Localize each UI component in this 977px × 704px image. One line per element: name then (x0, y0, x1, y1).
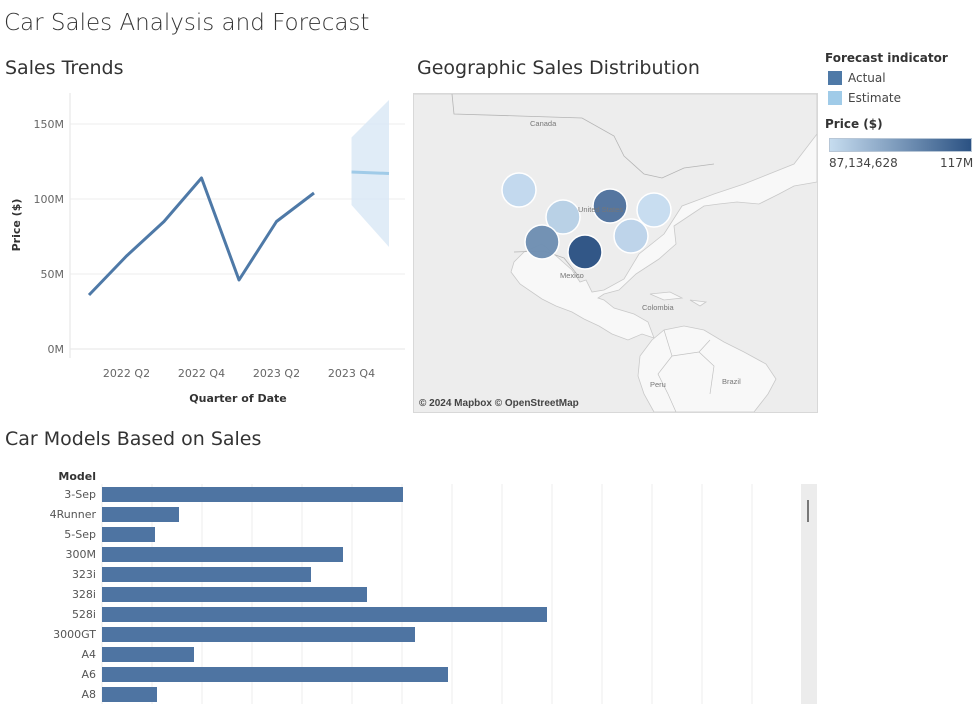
model-bar[interactable] (102, 687, 157, 702)
models-title: Car Models Based on Sales (5, 428, 262, 450)
model-bar[interactable] (102, 587, 367, 602)
label-peru: Peru (650, 380, 666, 389)
price-legend-title: Price ($) (825, 117, 883, 131)
model-bar[interactable] (102, 547, 343, 562)
price-legend-min: 87,134,628 (829, 156, 898, 170)
label-colombia: Colombia (642, 303, 675, 312)
model-label: 3000GT (53, 628, 96, 641)
model-label: 3-Sep (64, 488, 96, 501)
legend-actual-label: Actual (848, 71, 886, 85)
actual-swatch (828, 71, 842, 85)
map-bubble-mountain[interactable] (545, 199, 581, 235)
sales-map[interactable]: Canada United States Mexico Colombia Per… (413, 93, 818, 413)
model-label: 300M (66, 548, 97, 561)
model-label: A4 (81, 648, 96, 661)
sales-trends-title: Sales Trends (5, 57, 124, 79)
model-bar[interactable] (102, 607, 547, 622)
map-canvas[interactable]: Canada United States Mexico Colombia Per… (414, 94, 817, 412)
x-axis-label: Quarter of Date (189, 392, 286, 405)
model-label: 4Runner (50, 508, 97, 521)
south-america-land (637, 325, 777, 412)
actual-series-line[interactable] (87, 176, 315, 297)
map-attribution[interactable]: © 2024 Mapbox © OpenStreetMap (419, 398, 579, 409)
legend-estimate-label: Estimate (848, 91, 902, 105)
model-bar[interactable] (102, 667, 448, 682)
south-america-borders (657, 329, 715, 412)
map-bubble-southeast[interactable] (613, 218, 649, 254)
model-label: 528i (72, 608, 96, 621)
models-scrollbar[interactable] (801, 484, 817, 704)
caribbean-islands (649, 291, 708, 307)
model-bar[interactable] (102, 487, 403, 502)
x-tick-label: 2022 Q4 (178, 367, 225, 380)
x-tick-label: 2023 Q4 (328, 367, 375, 380)
map-bubble-south-central[interactable] (567, 234, 603, 270)
estimate-swatch (828, 91, 842, 105)
map-bubble-southwest[interactable] (524, 224, 560, 260)
price-color-ramp (829, 138, 972, 152)
y-axis-label: Price ($) (10, 199, 23, 252)
y-tick-label: 0M (48, 343, 65, 356)
page-title: Car Sales Analysis and Forecast (4, 10, 370, 36)
model-label: A8 (81, 688, 96, 701)
sales-trends-chart[interactable]: 0M 50M 100M 150M 2022 Q2 2022 Q4 2023 Q2 2023 … (0, 88, 410, 413)
map-bubble-northeast[interactable] (636, 192, 672, 228)
model-bar[interactable] (102, 627, 415, 642)
y-tick-label: 100M (34, 193, 65, 206)
model-column-header: Model (58, 470, 96, 483)
label-canada: Canada (530, 119, 557, 128)
model-label: 328i (72, 588, 96, 601)
model-bar[interactable] (102, 647, 194, 662)
model-label: 5-Sep (64, 528, 96, 541)
model-label: 323i (72, 568, 96, 581)
models-scrollbar-thumb[interactable] (807, 500, 809, 522)
model-bar[interactable] (102, 507, 179, 522)
x-tick-label: 2022 Q2 (103, 367, 150, 380)
label-brazil: Brazil (722, 377, 741, 386)
map-bubble-west[interactable] (501, 172, 537, 208)
car-models-chart[interactable]: Model 3-Sep 4Runner 5-Sep 300M 323i 328i 528i 3… (0, 462, 800, 704)
geo-title: Geographic Sales Distribution (417, 57, 700, 79)
price-legend-max: 117M (940, 156, 974, 170)
x-tick-label: 2023 Q2 (253, 367, 300, 380)
model-bar[interactable] (102, 567, 311, 582)
estimate-series-line[interactable] (351, 170, 390, 175)
canada-us-border (451, 94, 715, 179)
y-tick-label: 150M (34, 118, 65, 131)
map-bubble-midwest[interactable] (592, 188, 628, 224)
forecast-legend-title: Forecast indicator (825, 51, 948, 65)
label-united-states: United States (578, 205, 623, 214)
label-mexico: Mexico (560, 271, 584, 280)
north-america-land (414, 94, 817, 341)
legend-item-actual[interactable]: Actual (828, 71, 886, 85)
model-label: A6 (81, 668, 96, 681)
model-bar[interactable] (102, 527, 155, 542)
legend-item-estimate[interactable]: Estimate (828, 91, 901, 105)
y-tick-label: 50M (41, 268, 65, 281)
